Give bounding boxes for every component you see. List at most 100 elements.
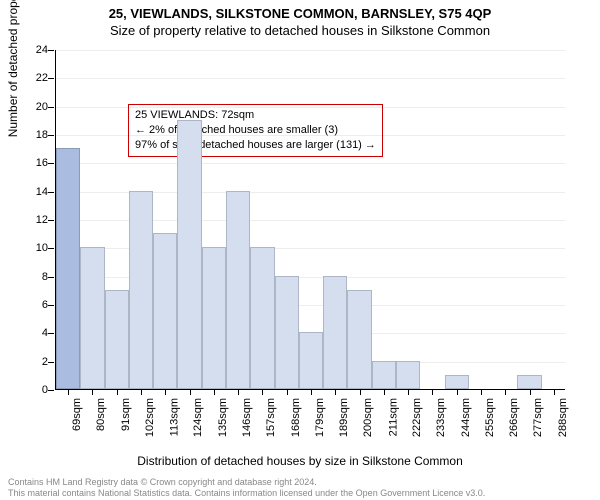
y-tick — [48, 50, 54, 51]
y-tick-label: 2 — [23, 356, 48, 368]
gridline — [56, 163, 565, 164]
bar — [202, 247, 226, 389]
y-tick — [48, 277, 54, 278]
y-tick — [48, 248, 54, 249]
x-tick-label: 179sqm — [314, 398, 326, 437]
x-tick-label: 146sqm — [241, 398, 253, 437]
bar — [299, 332, 323, 389]
x-tick-label: 80sqm — [95, 398, 107, 431]
info-line-3: 97% of semi-detached houses are larger (… — [135, 138, 376, 153]
bar — [250, 247, 274, 389]
x-tick-label: 211sqm — [387, 398, 399, 436]
x-tick — [287, 389, 288, 395]
bar — [80, 247, 104, 389]
bar — [323, 276, 347, 389]
y-tick — [48, 78, 54, 79]
x-tick-label: 102sqm — [144, 398, 156, 437]
y-tick-label: 24 — [23, 44, 48, 56]
y-tick-label: 12 — [23, 214, 48, 226]
x-tick-label: 288sqm — [557, 398, 569, 437]
page-title: 25, VIEWLANDS, SILKSTONE COMMON, BARNSLE… — [0, 0, 600, 21]
x-tick — [432, 389, 433, 395]
x-tick-label: 200sqm — [363, 398, 375, 437]
bar — [129, 191, 153, 389]
bar — [56, 148, 80, 389]
x-tick — [530, 389, 531, 395]
page-subtitle: Size of property relative to detached ho… — [0, 21, 600, 38]
y-tick-label: 20 — [23, 101, 48, 113]
x-tick — [68, 389, 69, 395]
y-tick-label: 0 — [23, 384, 48, 396]
info-line-1: 25 VIEWLANDS: 72sqm — [135, 108, 376, 123]
y-tick — [48, 163, 54, 164]
info-box: 25 VIEWLANDS: 72sqm ← 2% of detached hou… — [128, 104, 383, 157]
x-tick — [408, 389, 409, 395]
y-tick — [48, 333, 54, 334]
x-tick — [505, 389, 506, 395]
x-tick — [117, 389, 118, 395]
x-tick — [141, 389, 142, 395]
chart-container: 25, VIEWLANDS, SILKSTONE COMMON, BARNSLE… — [0, 0, 600, 500]
bar — [226, 191, 250, 389]
x-tick — [165, 389, 166, 395]
x-tick-label: 157sqm — [265, 398, 277, 437]
y-tick-label: 16 — [23, 157, 48, 169]
x-tick — [457, 389, 458, 395]
x-tick-label: 69sqm — [71, 398, 83, 431]
bar — [445, 375, 469, 389]
x-tick — [360, 389, 361, 395]
x-tick — [262, 389, 263, 395]
plot-area: 25 VIEWLANDS: 72sqm ← 2% of detached hou… — [55, 50, 565, 390]
gridline — [56, 78, 565, 79]
x-tick-label: 233sqm — [435, 398, 447, 437]
gridline — [56, 50, 565, 51]
footer-line-2: This material contains National Statisti… — [8, 488, 485, 499]
x-tick-label: 255sqm — [484, 398, 496, 437]
y-tick — [48, 192, 54, 193]
y-tick-label: 6 — [23, 299, 48, 311]
y-tick — [48, 135, 54, 136]
y-tick-label: 4 — [23, 327, 48, 339]
y-tick — [48, 220, 54, 221]
x-tick — [554, 389, 555, 395]
footer-attribution: Contains HM Land Registry data © Crown c… — [8, 477, 485, 500]
bar — [153, 233, 177, 389]
x-tick — [481, 389, 482, 395]
x-tick-label: 113sqm — [168, 398, 180, 436]
bar — [396, 361, 420, 389]
x-tick-label: 266sqm — [508, 398, 520, 437]
x-tick — [238, 389, 239, 395]
y-tick — [48, 390, 54, 391]
x-tick — [92, 389, 93, 395]
bar — [177, 120, 201, 389]
x-tick — [190, 389, 191, 395]
y-tick — [48, 362, 54, 363]
x-tick — [335, 389, 336, 395]
y-tick-label: 14 — [23, 186, 48, 198]
y-tick-label: 22 — [23, 72, 48, 84]
x-tick-label: 135sqm — [217, 398, 229, 437]
bar — [105, 290, 129, 389]
x-tick-label: 244sqm — [460, 398, 472, 437]
x-tick-label: 168sqm — [290, 398, 302, 437]
gridline — [56, 107, 565, 108]
x-tick-label: 277sqm — [533, 398, 545, 437]
x-tick-label: 222sqm — [411, 398, 423, 437]
x-axis-label: Distribution of detached houses by size … — [0, 454, 600, 468]
y-tick-label: 8 — [23, 271, 48, 283]
gridline — [56, 135, 565, 136]
x-tick-label: 124sqm — [193, 398, 205, 437]
bar — [275, 276, 299, 389]
y-tick-label: 18 — [23, 129, 48, 141]
bar — [372, 361, 396, 389]
x-tick — [384, 389, 385, 395]
x-tick-label: 91sqm — [120, 398, 132, 431]
bar — [517, 375, 541, 389]
y-tick — [48, 305, 54, 306]
footer-line-1: Contains HM Land Registry data © Crown c… — [8, 477, 485, 488]
x-tick-label: 189sqm — [338, 398, 350, 437]
y-tick-label: 10 — [23, 242, 48, 254]
y-tick — [48, 107, 54, 108]
x-tick — [214, 389, 215, 395]
bar — [347, 290, 371, 389]
